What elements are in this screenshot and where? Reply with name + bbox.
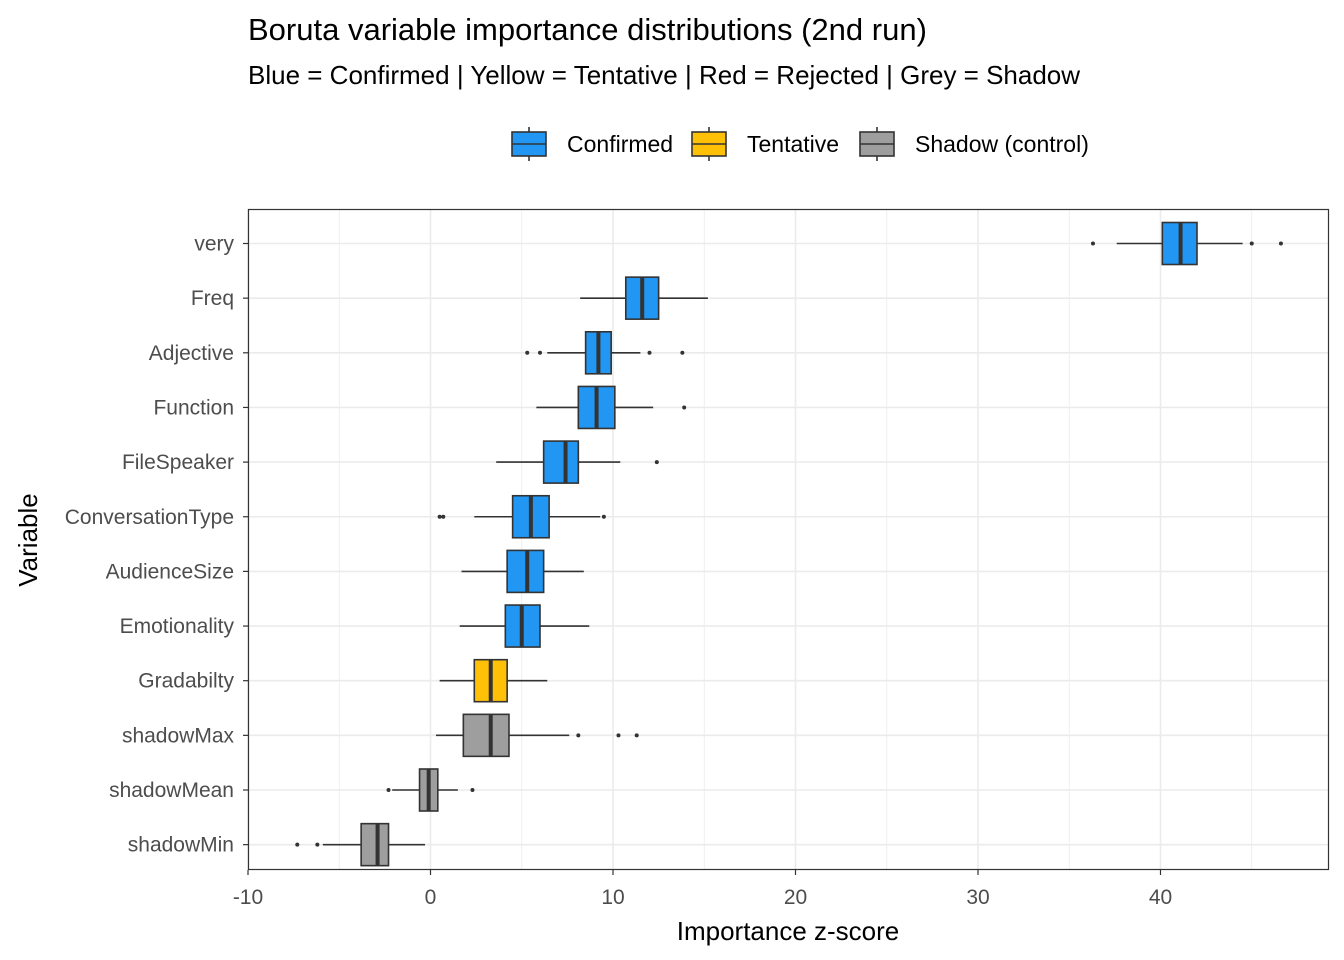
box-shadowMin bbox=[295, 822, 426, 867]
outlier-point bbox=[601, 514, 606, 519]
x-tick-label: 0 bbox=[425, 886, 437, 909]
box-ConversationType bbox=[437, 494, 606, 539]
x-axis-title: Importance z-score bbox=[677, 916, 900, 946]
y-tick-label: shadowMean bbox=[109, 779, 234, 802]
box-Function bbox=[536, 385, 687, 430]
legend-item-shadow-control: Shadow (control) bbox=[859, 127, 1089, 161]
y-tick-label: very bbox=[194, 233, 234, 256]
outlier-point bbox=[634, 733, 639, 738]
legend-item-tentative: Tentative bbox=[691, 127, 839, 161]
outlier-point bbox=[682, 405, 687, 410]
x-tick-label: 10 bbox=[601, 886, 624, 909]
plot-panel-background bbox=[248, 209, 1329, 870]
x-axis: -10 0 10 20 30 40 bbox=[233, 870, 1172, 909]
y-tick-label: Adjective bbox=[149, 342, 234, 365]
box-FileSpeaker bbox=[496, 440, 659, 484]
outlier-point bbox=[525, 350, 530, 355]
y-tick-label: Emotionality bbox=[120, 615, 235, 638]
chart-title: Boruta variable importance distributions… bbox=[248, 12, 927, 47]
y-tick-label: Freq bbox=[191, 287, 234, 310]
box-iqr bbox=[542, 440, 580, 484]
outlier-point bbox=[647, 350, 652, 355]
outlier-point bbox=[437, 514, 442, 519]
box-very bbox=[1090, 221, 1283, 266]
y-tick-label: Function bbox=[153, 396, 234, 419]
y-tick-label: FileSpeaker bbox=[122, 451, 234, 474]
outlier-point bbox=[386, 788, 391, 792]
legend: Confirmed Tentative Shadow (control) bbox=[511, 127, 1089, 161]
legend-label: Confirmed bbox=[567, 131, 673, 157]
outlier-point bbox=[295, 842, 300, 847]
legend-item-confirmed: Confirmed bbox=[511, 127, 673, 161]
outlier-point bbox=[1278, 241, 1283, 246]
y-axis: very Freq Adjective Function FileSpeaker Conv… bbox=[65, 233, 248, 857]
outlier-point bbox=[1090, 241, 1095, 246]
outlier-point bbox=[576, 733, 581, 738]
outlier-point bbox=[470, 788, 475, 792]
box-shadowMax bbox=[435, 713, 639, 758]
y-tick-label: Gradabilty bbox=[138, 670, 234, 693]
outlier-point bbox=[654, 460, 659, 465]
box-iqr bbox=[462, 713, 510, 758]
outlier-point bbox=[538, 350, 542, 355]
box-Freq bbox=[580, 276, 708, 320]
y-tick-label: shadowMin bbox=[128, 834, 234, 857]
box-Emotionality bbox=[459, 604, 590, 648]
y-tick-label: AudienceSize bbox=[106, 560, 234, 583]
box-iqr bbox=[360, 822, 390, 867]
outlier-point bbox=[616, 733, 621, 738]
box-shadowMean bbox=[386, 768, 475, 812]
x-tick-label: 30 bbox=[966, 886, 989, 909]
legend-label: Tentative bbox=[747, 131, 839, 157]
outlier-point bbox=[315, 842, 320, 847]
boxes-layer bbox=[295, 221, 1283, 867]
x-tick-label: 20 bbox=[784, 886, 807, 909]
y-axis-title: Variable bbox=[13, 493, 43, 586]
outlier-point bbox=[441, 514, 446, 519]
y-tick-label: ConversationType bbox=[65, 506, 234, 529]
chart-subtitle: Blue = Confirmed | Yellow = Tentative | … bbox=[248, 60, 1080, 90]
legend-label: Shadow (control) bbox=[915, 131, 1089, 157]
plot-panel-border bbox=[247, 208, 1330, 871]
y-tick-label: shadowMax bbox=[122, 724, 235, 747]
box-Gradabilty bbox=[439, 658, 548, 703]
x-tick-label: -10 bbox=[233, 886, 263, 909]
outlier-point bbox=[680, 350, 685, 355]
box-AudienceSize bbox=[461, 549, 584, 594]
x-tick-label: 40 bbox=[1149, 886, 1172, 909]
outlier-point bbox=[1249, 241, 1254, 246]
box-Adjective bbox=[525, 330, 685, 375]
